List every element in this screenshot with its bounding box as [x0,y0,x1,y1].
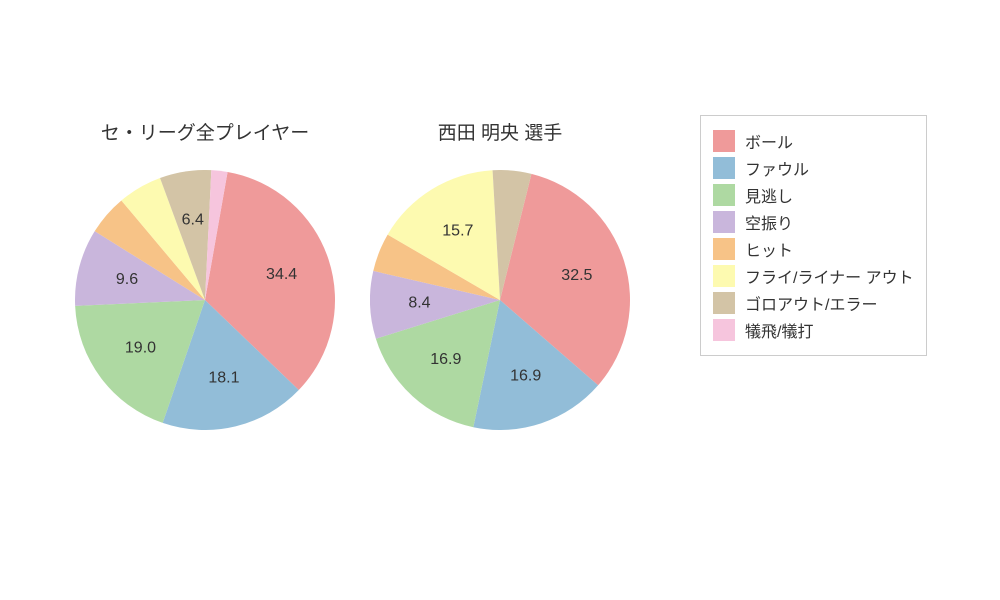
legend-item-groerr: ゴロアウト/エラー [713,291,914,315]
legend-swatch-sac [713,319,735,341]
legend-swatch-flyliner [713,265,735,287]
pie-slice-label-flyliner: 15.7 [442,223,473,240]
legend-label-sac: 犠飛/犠打 [745,318,813,342]
legend-label-ball: ボール [745,129,793,153]
legend-label-groerr: ゴロアウト/エラー [745,291,877,315]
legend-label-hit: ヒット [745,237,793,261]
pie-slice-label-looking: 19.0 [125,340,156,357]
legend-label-looking: 見逃し [745,183,793,207]
legend-swatch-ball [713,130,735,152]
legend-item-flyliner: フライ/ライナー アウト [713,264,914,288]
legend-item-ball: ボール [713,129,914,153]
pie-slice-label-ball: 34.4 [266,266,297,283]
chart-container: セ・リーグ全プレイヤー 西田 明央 選手 34.418.119.09.66.4 … [0,0,1000,600]
legend-swatch-foul [713,157,735,179]
legend-label-swing: 空振り [745,210,793,234]
pie-chart-left: 34.4 18.1 19.0 9.6 6.4 [75,170,335,430]
pie-slice-label-groerr: 6.4 [182,212,204,229]
legend-item-looking: 見逃し [713,183,914,207]
legend-label-foul: ファウル [745,156,809,180]
legend-swatch-groerr [713,292,735,314]
pie-slice-label-swing: 9.6 [116,271,138,288]
pie-slice-label-looking: 16.9 [430,351,461,368]
legend-item-foul: ファウル [713,156,914,180]
pie-slice-label-swing: 8.4 [408,294,430,311]
legend-item-swing: 空振り [713,210,914,234]
legend-label-flyliner: フライ/ライナー アウト [745,264,914,288]
legend-item-hit: ヒット [713,237,914,261]
legend-swatch-swing [713,211,735,233]
pie-chart-right: 32.5 16.9 16.9 8.4 15.7 [370,170,630,430]
pie-slice-label-ball: 32.5 [561,267,592,284]
pie-slice-label-foul: 18.1 [208,370,239,387]
legend-swatch-looking [713,184,735,206]
legend-item-sac: 犠飛/犠打 [713,318,914,342]
legend-swatch-hit [713,238,735,260]
pie-slice-label-foul: 16.9 [510,368,541,385]
chart-title-right: 西田 明央 選手 [380,118,620,145]
legend: ボールファウル見逃し空振りヒットフライ/ライナー アウトゴロアウト/エラー犠飛/… [700,115,927,356]
chart-title-left: セ・リーグ全プレイヤー [85,118,325,145]
